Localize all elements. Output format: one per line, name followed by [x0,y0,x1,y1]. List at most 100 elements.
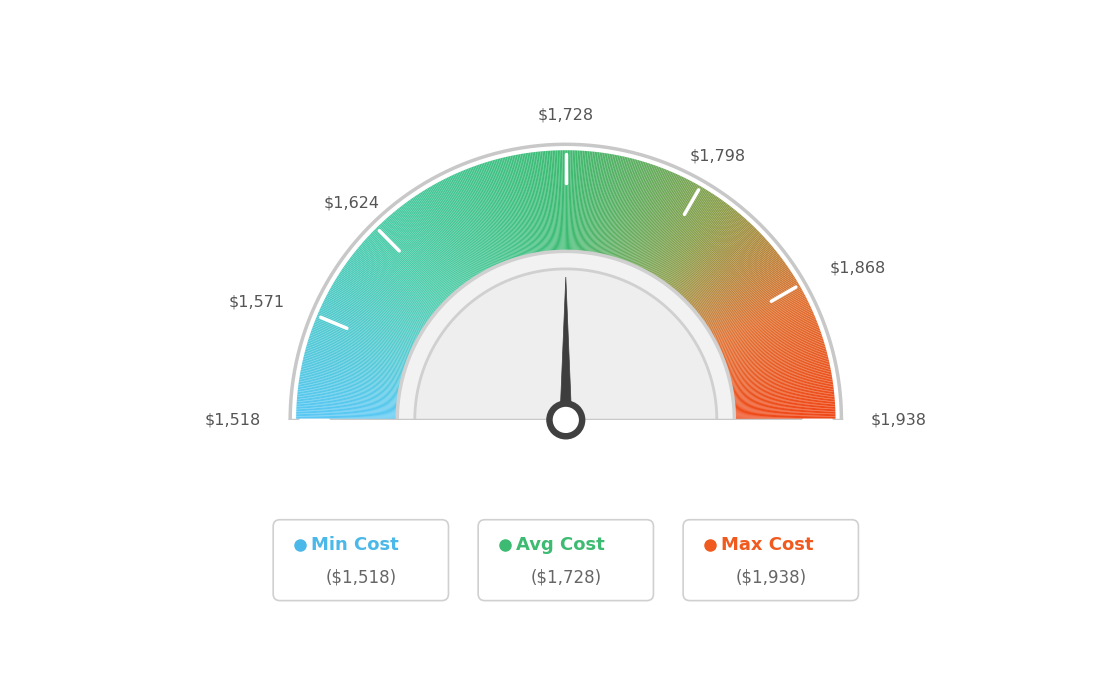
Wedge shape [566,150,567,253]
Wedge shape [561,150,564,253]
Wedge shape [297,403,399,411]
Wedge shape [359,246,438,313]
Wedge shape [394,211,460,291]
Wedge shape [689,238,766,308]
Wedge shape [349,259,432,321]
Wedge shape [360,244,439,312]
Text: Avg Cost: Avg Cost [516,536,605,554]
Wedge shape [698,255,779,318]
Wedge shape [719,310,813,353]
Wedge shape [731,377,832,395]
Wedge shape [390,215,457,293]
Wedge shape [312,326,410,362]
Wedge shape [336,278,424,333]
Wedge shape [351,256,433,319]
Wedge shape [355,249,436,315]
Text: $1,571: $1,571 [229,295,285,310]
Wedge shape [690,240,768,309]
Wedge shape [702,263,786,324]
Wedge shape [708,278,796,333]
Wedge shape [613,161,643,259]
Wedge shape [599,156,622,256]
Wedge shape [615,162,646,260]
Wedge shape [298,389,400,402]
FancyBboxPatch shape [273,520,448,600]
Wedge shape [297,402,399,409]
Wedge shape [396,209,461,290]
Wedge shape [559,150,563,253]
Wedge shape [296,418,399,420]
Wedge shape [478,164,512,262]
Wedge shape [481,164,514,262]
Wedge shape [728,351,827,378]
Wedge shape [329,288,420,339]
Wedge shape [728,350,827,377]
Wedge shape [733,417,836,419]
Wedge shape [731,375,832,393]
Wedge shape [708,277,795,332]
Wedge shape [718,305,810,350]
Wedge shape [724,332,821,366]
Wedge shape [656,193,713,280]
Wedge shape [733,402,835,409]
Wedge shape [307,343,405,373]
Wedge shape [368,235,444,306]
Wedge shape [404,203,467,286]
Wedge shape [659,196,718,282]
Wedge shape [573,150,580,253]
Wedge shape [309,335,407,368]
Wedge shape [732,395,835,405]
Wedge shape [591,153,608,255]
Wedge shape [709,282,798,335]
Polygon shape [560,277,572,433]
Wedge shape [400,207,464,288]
Wedge shape [410,199,470,284]
Wedge shape [724,333,821,367]
Wedge shape [412,198,471,283]
Wedge shape [687,233,762,305]
Wedge shape [305,353,404,380]
Wedge shape [665,201,725,285]
Wedge shape [705,273,793,329]
Wedge shape [709,279,797,334]
Wedge shape [572,150,577,253]
Wedge shape [375,228,448,302]
Wedge shape [331,286,421,337]
Wedge shape [643,180,691,272]
Wedge shape [333,282,423,335]
Wedge shape [310,333,407,367]
Wedge shape [716,304,810,348]
Wedge shape [555,150,561,253]
Wedge shape [414,196,473,282]
Wedge shape [725,337,822,369]
Wedge shape [436,183,486,273]
Wedge shape [604,157,629,257]
Wedge shape [564,150,566,253]
Wedge shape [423,190,478,278]
Wedge shape [586,152,599,254]
Wedge shape [671,210,736,290]
Wedge shape [732,398,835,407]
Wedge shape [596,155,616,256]
Wedge shape [342,267,428,326]
Wedge shape [369,234,445,306]
Wedge shape [330,287,421,339]
Wedge shape [665,203,728,286]
Wedge shape [684,229,757,302]
Wedge shape [437,182,487,273]
Wedge shape [699,256,781,319]
Wedge shape [562,150,565,253]
Wedge shape [328,291,418,342]
Wedge shape [434,184,486,274]
Wedge shape [603,157,628,257]
Wedge shape [660,198,720,283]
Wedge shape [660,197,719,282]
Wedge shape [733,404,835,411]
Wedge shape [548,150,555,253]
Wedge shape [634,174,678,268]
Wedge shape [725,338,824,371]
Wedge shape [640,179,688,271]
Wedge shape [715,301,808,347]
Wedge shape [625,168,664,264]
Wedge shape [397,251,734,420]
